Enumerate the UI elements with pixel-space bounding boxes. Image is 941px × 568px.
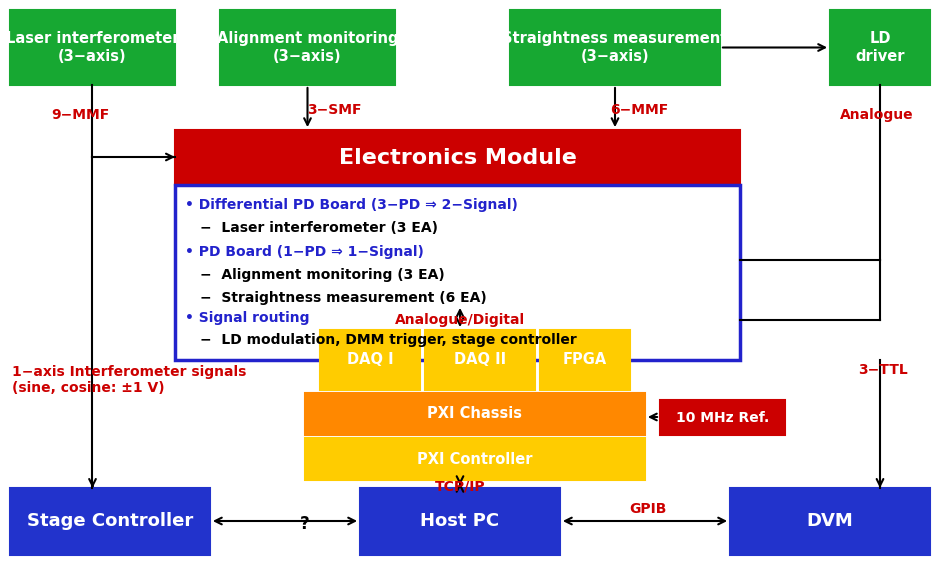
Text: • Signal routing: • Signal routing xyxy=(185,311,310,325)
Text: 10 MHz Ref.: 10 MHz Ref. xyxy=(676,411,769,424)
Bar xyxy=(175,130,740,185)
Text: 3−TTL: 3−TTL xyxy=(858,363,908,377)
Text: Analogue/Digital: Analogue/Digital xyxy=(395,313,525,327)
Text: 3−SMF: 3−SMF xyxy=(307,103,361,117)
Text: GPIB: GPIB xyxy=(630,502,666,516)
Bar xyxy=(830,10,930,85)
Text: Electronics Module: Electronics Module xyxy=(339,148,577,168)
Bar xyxy=(320,330,420,390)
Text: TCP/IP: TCP/IP xyxy=(435,480,486,494)
Text: Host PC: Host PC xyxy=(421,512,500,531)
Text: PXI Controller: PXI Controller xyxy=(417,452,533,466)
Text: −  Alignment monitoring (3 EA): − Alignment monitoring (3 EA) xyxy=(200,268,445,282)
Text: −  Laser interferometer (3 EA): − Laser interferometer (3 EA) xyxy=(200,221,438,235)
Text: LD
driver: LD driver xyxy=(855,31,904,64)
Bar xyxy=(305,438,645,480)
Text: PXI Chassis: PXI Chassis xyxy=(427,407,522,421)
Text: DAQ I: DAQ I xyxy=(346,353,393,367)
Text: • PD Board (1−PD ⇒ 1−Signal): • PD Board (1−PD ⇒ 1−Signal) xyxy=(185,245,423,259)
Bar xyxy=(360,488,560,555)
Bar xyxy=(660,400,785,435)
Text: DVM: DVM xyxy=(806,512,853,531)
Bar xyxy=(510,10,720,85)
Text: FPGA: FPGA xyxy=(563,353,607,367)
Text: Alignment monitoring
(3−axis): Alignment monitoring (3−axis) xyxy=(216,31,398,64)
Text: Analogue: Analogue xyxy=(840,108,914,122)
Bar xyxy=(175,185,740,360)
Text: Straightness measurement
(3−axis): Straightness measurement (3−axis) xyxy=(502,31,727,64)
Text: 9−MMF: 9−MMF xyxy=(51,108,109,122)
Bar xyxy=(425,330,535,390)
Text: DAQ II: DAQ II xyxy=(454,353,506,367)
Text: −  LD modulation, DMM trigger, stage controller: − LD modulation, DMM trigger, stage cont… xyxy=(200,333,577,347)
Bar xyxy=(540,330,630,390)
Text: Stage Controller: Stage Controller xyxy=(27,512,193,531)
Text: • Differential PD Board (3−PD ⇒ 2−Signal): • Differential PD Board (3−PD ⇒ 2−Signal… xyxy=(185,198,518,212)
Bar xyxy=(10,10,175,85)
Bar xyxy=(10,488,210,555)
Bar xyxy=(730,488,930,555)
Text: −  Straightness measurement (6 EA): − Straightness measurement (6 EA) xyxy=(200,291,486,305)
Text: 6−MMF: 6−MMF xyxy=(610,103,668,117)
Text: 1−axis Interferometer signals
(sine, cosine: ±1 V): 1−axis Interferometer signals (sine, cos… xyxy=(12,365,247,395)
Bar xyxy=(305,393,645,435)
Text: ?: ? xyxy=(300,515,310,533)
Bar xyxy=(220,10,395,85)
Text: Laser interferometer
(3−axis): Laser interferometer (3−axis) xyxy=(6,31,179,64)
